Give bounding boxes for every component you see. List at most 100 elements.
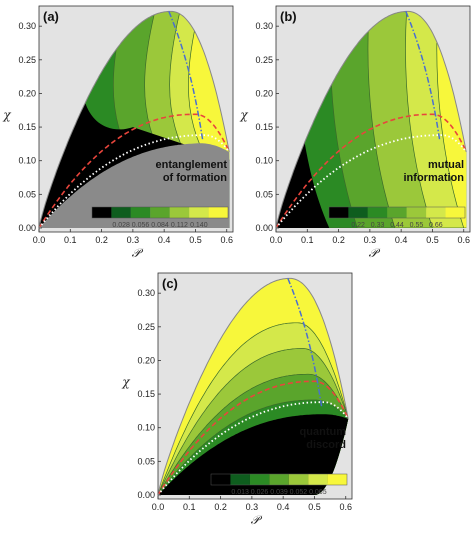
annotation-text: entanglement [155,159,227,171]
panel-label: (c) [162,276,178,291]
y-tick-label: 0.25 [255,55,273,65]
x-axis-label: 𝒫 [132,246,144,260]
x-tick-label: 0.1 [183,502,196,512]
colorbar-swatch [406,207,427,218]
colorbar-label: 0.028 [112,222,130,229]
colorbar-swatch [169,207,190,218]
y-tick-label: 0.10 [255,156,273,166]
y-tick-label: 0.00 [255,223,273,233]
colorbar-swatch [308,474,328,485]
blue-dashdot-curve [405,11,441,140]
colorbar-label: 0.039 [270,489,288,496]
plot-frame [275,5,471,233]
colorbar-label: 0.66 [429,222,443,229]
colorbar-label: 0.22 [351,222,365,229]
x-tick-label: 0.1 [301,235,314,245]
white-dotted-curve [157,401,349,496]
red-dashed-curve [38,113,230,229]
colorbar-label: 0.084 [151,222,169,229]
plot-frame [157,272,353,500]
blue-dashdot-curve [287,278,323,407]
y-axis-label: χ [121,375,130,389]
x-tick-label: 0.0 [33,235,46,245]
y-tick-label: 0.15 [137,389,155,399]
colorbar-label: 0.140 [190,222,208,229]
colorbar-swatch [130,207,151,218]
colorbar-swatch [150,207,170,218]
panel-1: 0.0 0.1 0.2 0.3 0.4 0.5 0.6 0.00 0.05 0.10 0.15 0.2… [239,5,471,260]
boundary-curve [275,10,467,229]
y-tick-label: 0.00 [137,490,155,500]
colorbar-label: 0.026 [251,489,269,496]
x-tick-label: 0.4 [277,502,290,512]
x-tick-label: 0.5 [426,235,439,245]
y-tick-label: 0.20 [18,88,36,98]
colorbar-swatch [445,207,465,218]
colorbar-swatch [211,474,231,485]
panel-label: (a) [43,9,59,24]
x-tick-label: 0.0 [152,502,165,512]
colorbar-swatch [426,207,446,218]
panel-2: 0.0 0.1 0.2 0.3 0.4 0.5 0.6 0.00 0.05 0.10 0.15 0.2… [121,272,353,527]
x-tick-label: 0.3 [127,235,140,245]
colorbar-swatch [208,207,228,218]
y-tick-label: 0.05 [137,456,155,466]
colorbar-label: 0.112 [171,222,188,229]
x-tick-label: 0.5 [189,235,202,245]
y-axis-label: χ [2,108,11,122]
x-tick-label: 0.5 [308,502,321,512]
colorbar-label: 0.065 [309,489,327,496]
y-tick-label: 0.05 [255,189,273,199]
colorbar-swatch [387,207,407,218]
colorbar-swatch [348,207,368,218]
y-tick-label: 0.30 [255,21,273,31]
colorbar-frame [210,473,348,486]
y-tick-label: 0.25 [137,322,155,332]
x-tick-label: 0.4 [158,235,171,245]
colorbar-swatch [288,474,309,485]
annotation-text: mutual [428,159,464,171]
x-axis-label: 𝒫 [369,246,381,260]
colorbar-label: 0.55 [410,222,424,229]
x-tick-label: 0.6 [457,235,470,245]
colorbar-swatch [329,207,349,218]
colorbar-swatch [367,207,388,218]
y-tick-label: 0.15 [18,122,36,132]
x-tick-label: 0.2 [214,502,227,512]
annotation-text: information [404,172,465,184]
colorbar-swatch [111,207,131,218]
x-tick-label: 0.6 [339,502,352,512]
red-dashed-curve [157,380,349,496]
x-axis-label: 𝒫 [251,513,263,527]
plot-frame [38,5,234,233]
annotation-text: discord [306,439,346,451]
colorbar-label: 0.33 [371,222,385,229]
annotation-text: of formation [163,172,227,184]
colorbar-frame [91,206,229,219]
red-dashed-curve [275,113,467,229]
colorbar-label: 0.052 [290,489,308,496]
annotation-text: quantum [300,426,347,438]
x-tick-label: 0.6 [220,235,233,245]
colorbar-swatch [249,474,270,485]
y-tick-label: 0.30 [137,288,155,298]
x-tick-label: 0.3 [364,235,377,245]
x-tick-label: 0.1 [64,235,77,245]
boundary-curve [38,10,230,229]
x-tick-label: 0.0 [270,235,283,245]
colorbar-label: 0.44 [390,222,404,229]
x-tick-label: 0.2 [95,235,108,245]
x-tick-label: 0.3 [246,502,259,512]
y-tick-label: 0.30 [18,21,36,31]
colorbar-swatch [327,474,347,485]
y-tick-label: 0.10 [18,156,36,166]
boundary-curve [157,277,349,496]
white-dotted-curve [275,134,467,229]
y-tick-label: 0.20 [255,88,273,98]
y-tick-label: 0.10 [137,423,155,433]
y-tick-label: 0.15 [255,122,273,132]
y-tick-label: 0.05 [18,189,36,199]
y-tick-label: 0.20 [137,355,155,365]
white-dotted-curve [38,134,230,229]
